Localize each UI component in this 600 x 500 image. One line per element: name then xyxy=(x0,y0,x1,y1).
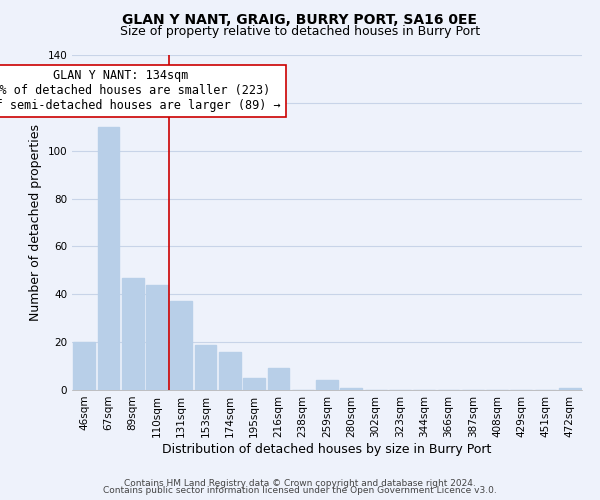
Bar xyxy=(146,284,168,390)
Text: GLAN Y NANT, GRAIG, BURRY PORT, SA16 0EE: GLAN Y NANT, GRAIG, BURRY PORT, SA16 0EE xyxy=(122,12,478,26)
Bar xyxy=(170,302,192,390)
Text: Contains HM Land Registry data © Crown copyright and database right 2024.: Contains HM Land Registry data © Crown c… xyxy=(124,478,476,488)
Bar xyxy=(243,378,265,390)
X-axis label: Distribution of detached houses by size in Burry Port: Distribution of detached houses by size … xyxy=(163,442,491,456)
Bar xyxy=(73,342,95,390)
Bar xyxy=(97,127,119,390)
Bar xyxy=(340,388,362,390)
Text: Size of property relative to detached houses in Burry Port: Size of property relative to detached ho… xyxy=(120,25,480,38)
Text: GLAN Y NANT: 134sqm
← 71% of detached houses are smaller (223)
28% of semi-detac: GLAN Y NANT: 134sqm ← 71% of detached ho… xyxy=(0,70,281,112)
Bar xyxy=(559,388,581,390)
Bar xyxy=(219,352,241,390)
Bar xyxy=(316,380,338,390)
Bar xyxy=(268,368,289,390)
Bar xyxy=(194,344,217,390)
Bar xyxy=(122,278,143,390)
Y-axis label: Number of detached properties: Number of detached properties xyxy=(29,124,42,321)
Text: Contains public sector information licensed under the Open Government Licence v3: Contains public sector information licen… xyxy=(103,486,497,495)
